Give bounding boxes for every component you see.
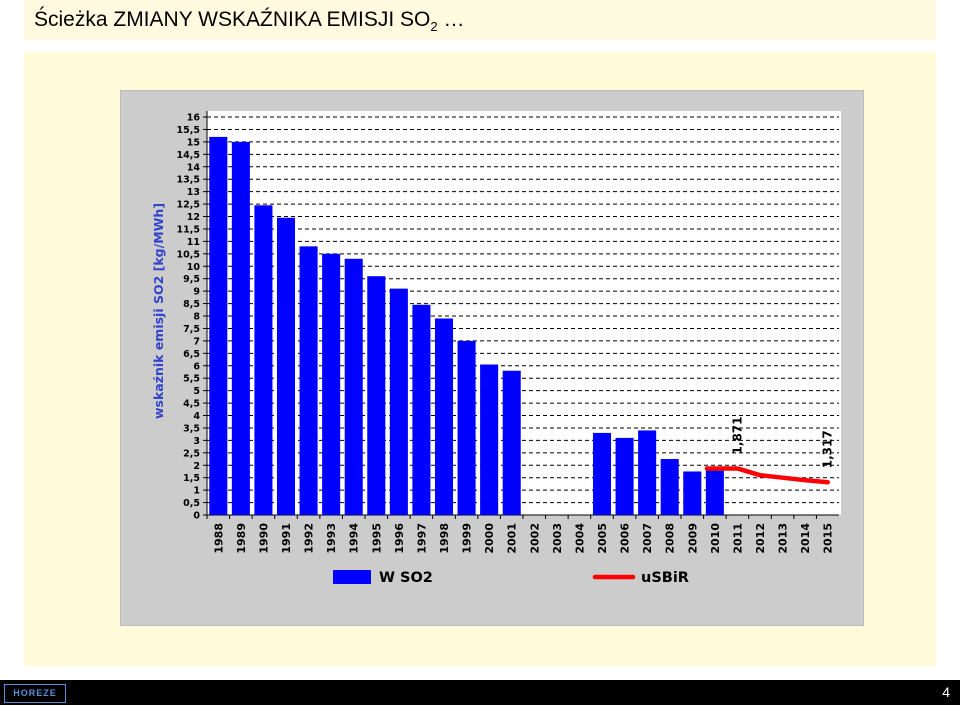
x-tick-label: 2015 [822,523,835,554]
x-tick-label: 1992 [303,523,316,554]
y-tick-label: 3,5 [183,423,200,434]
x-tick-label: 1995 [370,523,383,554]
bar-1997 [412,304,431,515]
y-tick-label: 0 [193,511,200,522]
bar-2009 [683,471,702,515]
x-tick-label: 1999 [461,523,474,554]
y-tick-label: 4,5 [183,399,200,410]
bar-1989 [231,141,250,515]
y-tick-label: 12 [187,212,200,223]
x-tick-label: 2000 [483,523,496,554]
x-tick-label: 1989 [235,523,248,554]
legend-label-w-so2: W SO2 [379,570,433,586]
y-tick-label: 6 [193,361,200,372]
y-tick-label: 10,5 [177,249,200,260]
y-axis-label: wskaźnik emisji SO2 [kg/MWh] [151,203,166,419]
y-tick-label: 8 [193,312,200,323]
bar-1996 [389,288,408,515]
x-tick-label: 2011 [731,523,744,554]
x-tick-label: 2009 [686,523,699,554]
line-series-usbir [704,466,830,485]
bar-2006 [615,437,634,515]
bar-2007 [638,430,657,515]
bar-1991 [276,217,296,515]
y-tick-label: 2 [193,461,200,472]
y-tick-label: 7,5 [183,324,200,335]
x-tick-label: 2008 [664,523,677,554]
data-label-2011: 1,871 [730,416,744,454]
x-tick-label: 2006 [619,523,632,554]
y-tick-label: 11,5 [177,224,200,235]
y-tick-label: 7 [193,336,200,347]
x-tick-label: 2001 [506,523,519,554]
y-tick-label: 13 [187,187,200,198]
x-tick-label: 1990 [257,523,270,554]
y-tick-label: 15 [187,137,200,148]
bar-1992 [299,246,318,515]
chart-frame: 0 0,5 1 1,5 2 2,5 3 3,5 4 4,5 5 5,5 6 6,5 7 7,5 8 8,5 9 9,5… [120,90,864,626]
y-tick-label: 3 [193,436,200,447]
title-suffix: … [437,8,465,31]
x-tick-label: 1997 [415,523,428,554]
company-logo: HOREZE [4,684,66,703]
y-tick-label: 16 [187,113,201,124]
bar-2001 [502,370,521,515]
x-tick-label: 2002 [528,523,541,554]
x-tick-label: 2012 [754,523,767,554]
x-tick-label: 2007 [641,523,654,554]
bar-2000 [480,364,499,515]
title-text: Ścieżka ZMIANY WSKAŹNIKA EMISJI SO [34,8,431,31]
y-tick-label: 13,5 [177,175,200,186]
y-tick-label: 10 [187,262,201,273]
bar-1999 [457,340,476,515]
y-tick-label: 11 [187,237,200,248]
y-tick-label: 5,5 [183,374,200,385]
y-tick-label: 6,5 [183,349,200,360]
x-tick-label: 1988 [212,523,225,554]
x-tick-label: 1996 [393,523,406,554]
y-tick-label: 1,5 [183,473,200,484]
title-bar: Ścieżka ZMIANY WSKAŹNIKA EMISJI SO2 … [24,0,936,40]
bar-2005 [592,432,612,515]
y-tick-label: 8,5 [183,299,200,310]
legend-label-usbir: uSBiR [641,570,689,586]
x-tick-label: 1998 [438,523,451,554]
bar-2008 [660,459,679,515]
x-tick-label: 2005 [596,523,609,554]
title-subscript: 2 [430,19,438,35]
x-tick-label: 1994 [348,523,361,554]
y-tick-label: 1 [193,486,200,497]
data-label-2015: 1,317 [821,430,835,468]
x-tick-label: 2010 [709,523,722,554]
content-panel: 0 0,5 1 1,5 2 2,5 3 3,5 4 4,5 5 5,5 6 6,5 7 7,5 8 8,5 9 9,5… [24,52,936,666]
bar-1995 [367,276,386,515]
y-tick-label: 0,5 [183,498,200,509]
y-tick-label: 2,5 [183,448,200,459]
y-tick-label: 5 [193,386,200,397]
y-tick-label: 15,5 [177,125,200,136]
y-tick-label: 14 [187,162,201,173]
x-tick-label: 2014 [799,523,812,554]
y-tick-label: 12,5 [177,200,200,211]
page-number: 4 [942,684,950,700]
x-tick-label: 1993 [325,523,338,554]
x-tick-label: 1991 [280,523,293,554]
page-title: Ścieżka ZMIANY WSKAŹNIKA EMISJI SO2 … [34,8,464,34]
y-tick-label: 9,5 [183,274,200,285]
x-tick-label: 2003 [551,523,564,554]
bar-1988 [209,136,228,515]
legend-swatch-w-so2 [333,570,371,584]
so2-chart: 00,511,522,533,544,555,566,577,588,599,5… [151,111,841,586]
footer-bar: HOREZE 4 [0,680,960,705]
x-tick-label: 2004 [573,523,586,554]
x-tick-label: 2013 [777,523,790,554]
bar-1990 [254,205,273,515]
y-tick-label: 4 [193,411,200,422]
bar-1993 [322,253,341,515]
y-tick-label: 14,5 [177,150,200,161]
y-tick-label: 9 [193,287,200,298]
bar-2010 [705,470,724,515]
bar-1994 [344,258,363,515]
bar-1998 [434,318,454,515]
